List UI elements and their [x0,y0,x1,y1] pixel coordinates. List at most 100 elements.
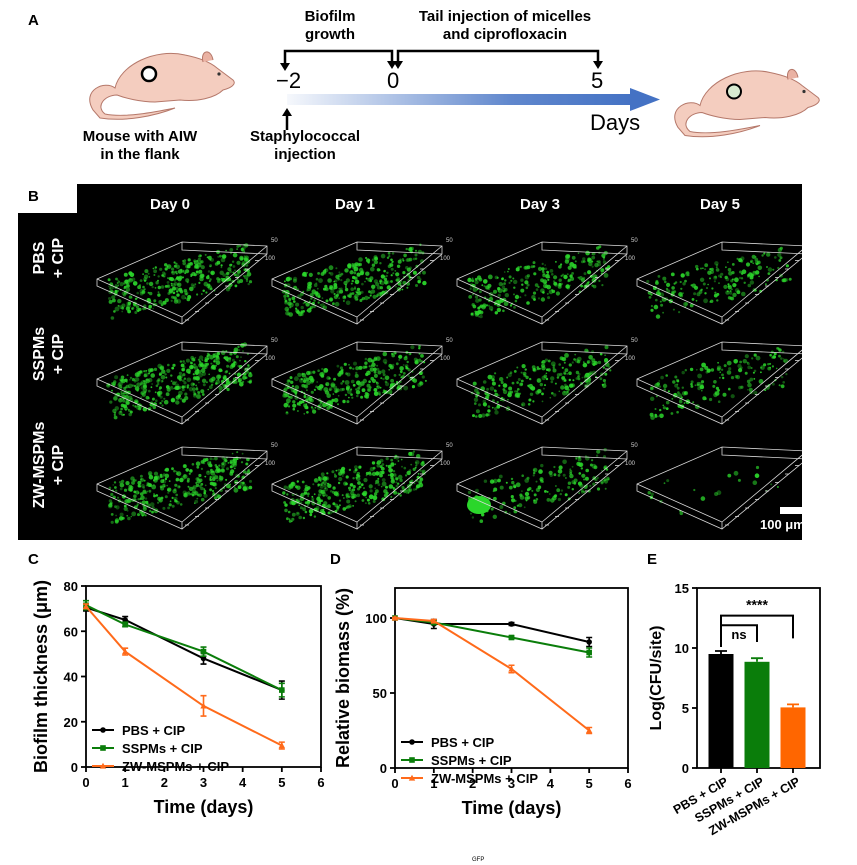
biofilm-signal-dot [401,465,403,468]
biofilm-signal-dot [400,376,403,379]
biofilm-signal-dot [153,299,157,303]
biofilm-signal-dot [228,357,232,360]
biofilm-signal-dot [308,300,311,303]
biofilm-signal-dot [217,374,222,379]
biofilm-signal-dot [328,271,331,275]
biofilm-signal-dot [412,450,416,453]
biofilm-signal-dot [182,260,185,262]
biofilm-signal-dot [297,372,302,378]
biofilm-signal-dot [151,383,153,385]
biofilm-signal-dot [414,360,418,364]
biofilm-signal-dot [596,487,601,491]
biofilm-signal-dot [537,285,540,288]
biofilm-signal-dot [186,384,190,387]
biofilm-signal-dot [590,372,593,375]
biofilm-signal-dot [508,275,512,279]
biofilm-signal-dot [114,289,118,293]
biofilm-signal-dot [131,378,135,382]
biofilm-signal-dot [374,487,377,490]
biofilm-signal-dot [591,350,595,354]
biofilm-signal-dot [135,297,138,300]
biofilm-signal-dot [600,481,604,485]
biofilm-signal-dot [197,257,201,261]
biofilm-signal-dot [747,275,750,278]
biofilm-signal-dot [175,470,178,473]
biofilm-signal-dot [501,283,504,286]
biofilm-signal-dot [160,285,165,289]
phase-biofilm-growth-label: Biofilm growth [290,8,370,44]
biofilm-signal-dot [504,279,507,282]
biofilm-signal-dot [154,287,157,289]
biofilm-signal-dot [341,475,344,477]
biofilm-signal-dot [348,489,351,492]
biofilm-signal-dot [110,513,114,516]
biofilm-signal-dot [398,358,401,361]
biofilm-signal-dot [128,484,133,489]
biofilm-signal-dot [157,394,160,397]
biofilm-signal-dot [693,488,696,492]
biofilm-signal-dot [589,463,593,467]
biofilm-signal-dot [137,371,141,375]
biofilm-signal-dot [153,494,156,498]
biofilm-signal-dot [664,280,667,284]
biofilm-signal-dot [577,457,582,462]
biofilm-signal-dot [416,275,421,280]
biofilm-signal-dot [398,373,401,377]
biofilm-signal-dot [474,312,477,315]
biofilm-signal-dot [198,381,200,384]
biofilm-signal-dot [679,280,682,284]
biofilm-signal-dot [342,380,345,383]
biofilm-signal-dot [393,374,397,377]
biofilm-signal-dot [362,378,367,384]
biofilm-signal-dot [397,474,403,480]
biofilm-signal-dot [566,385,569,388]
biofilm-signal-dot [332,486,336,490]
biofilm-signal-dot [303,395,307,399]
biofilm-signal-dot [521,364,526,369]
biofilm-signal-dot [373,260,378,265]
biofilm-signal-dot [341,387,345,391]
biofilm-signal-dot [139,474,143,478]
biofilm-signal-dot [246,278,248,281]
biofilm-signal-dot [134,311,138,314]
biofilm-signal-dot [598,279,601,282]
biofilm-signal-dot [245,279,249,283]
biofilm-signal-dot [546,498,551,502]
biofilm-signal-dot [486,387,489,391]
biofilm-signal-dot [146,282,149,285]
axis-tick-label: 50 [631,238,638,244]
biofilm-signal-dot [562,390,567,396]
biofilm-signal-dot [291,296,296,301]
biofilm-signal-dot [378,393,381,396]
timeline-tick-minus2: −2 [276,68,302,93]
biofilm-signal-dot [195,461,201,466]
biofilm-signal-dot [532,291,537,295]
biofilm-signal-dot [171,270,174,274]
biofilm-signal-dot [384,280,388,285]
biofilm-signal-dot [564,385,567,388]
marker-circle [508,621,515,627]
biofilm-signal-dot [394,270,397,272]
biofilm-signal-dot [320,272,325,276]
biofilm-signal-dot [148,306,152,310]
biofilm-signal-dot [348,468,352,472]
biofilm-signal-dot [183,381,187,385]
biofilm-signal-dot [403,466,407,470]
biofilm-signal-dot [345,300,351,306]
biofilm-signal-dot [354,297,359,301]
biofilm-signal-dot [181,385,185,389]
biofilm-signal-dot [379,465,383,469]
biofilm-signal-dot [196,293,199,296]
biofilm-signal-dot [782,358,785,360]
marker-triangle [99,762,107,769]
biofilm-signal-dot [209,278,212,281]
biofilm-signal-dot [115,284,117,286]
biofilm-signal-dot [508,485,513,490]
biofilm-signal-dot [418,347,421,350]
biofilm-signal-dot [478,315,480,318]
biofilm-signal-dot [680,396,683,399]
biofilm-signal-dot [516,390,519,393]
biofilm-signal-dot [478,277,483,282]
caption-line: Mouse with AIW [82,128,198,145]
